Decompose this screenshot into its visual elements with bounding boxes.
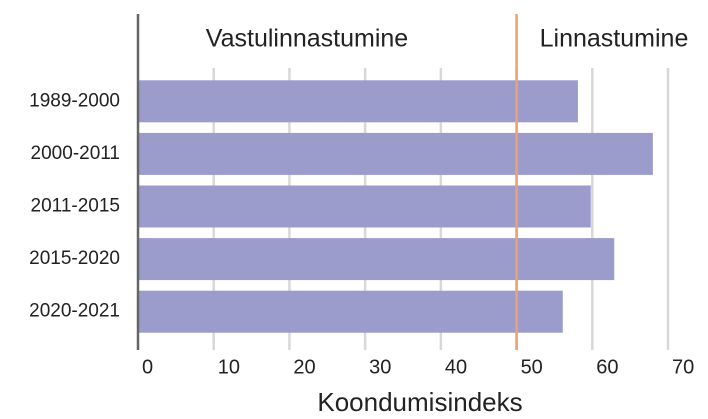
bar bbox=[138, 290, 563, 333]
bar bbox=[138, 238, 615, 281]
bar bbox=[138, 185, 591, 228]
y-tick-label: 2000-2011 bbox=[31, 143, 120, 164]
x-tick-label: 10 bbox=[218, 356, 240, 378]
x-tick-label: 20 bbox=[293, 356, 315, 378]
bar bbox=[138, 132, 653, 175]
y-tick-label: 1989-2000 bbox=[29, 90, 120, 111]
x-tick-label: 60 bbox=[596, 356, 618, 378]
annotation-left: Vastulinnastumine bbox=[206, 25, 408, 53]
annotation-right: Linnastumine bbox=[540, 25, 689, 53]
x-tick-label: 70 bbox=[672, 356, 694, 378]
x-axis-label: Koondumisindeks bbox=[317, 387, 522, 417]
x-tick-label: 40 bbox=[445, 356, 467, 378]
x-tick-label: 50 bbox=[521, 356, 543, 378]
x-tick-label: 0 bbox=[142, 356, 153, 378]
bar bbox=[138, 80, 578, 123]
y-tick-label: 2015-2020 bbox=[29, 248, 120, 269]
y-tick-label: 2020-2021 bbox=[29, 301, 120, 322]
x-tick-label: 30 bbox=[369, 356, 391, 378]
y-tick-label: 2011-2015 bbox=[31, 196, 120, 217]
